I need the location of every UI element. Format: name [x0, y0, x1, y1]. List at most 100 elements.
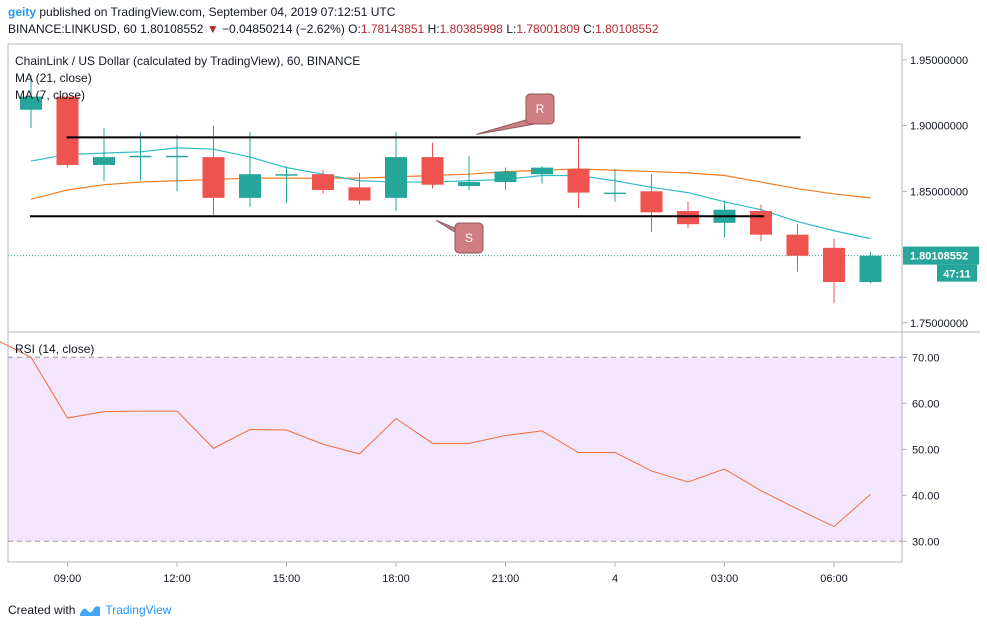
close-label: C:	[583, 22, 596, 36]
candle-body	[348, 187, 371, 201]
candle-body	[20, 96, 42, 110]
ma21-legend: MA (21, close)	[15, 71, 92, 85]
open-value: 1.78143851	[360, 22, 425, 36]
candle-body	[421, 157, 444, 185]
low-label: L:	[506, 22, 517, 36]
candle-body	[494, 171, 517, 183]
resistance-callout-label: R	[536, 102, 545, 116]
price-chart[interactable]: 1.950000001.900000001.850000001.80000000…	[0, 0, 987, 600]
candle-up	[531, 166, 553, 184]
time-tick-label: 4	[612, 573, 618, 585]
candle-body	[129, 155, 152, 158]
candle-up	[458, 155, 480, 190]
candle-body	[312, 174, 334, 190]
close-value: 1.80108552	[595, 22, 659, 36]
resistance-callout[interactable]	[525, 93, 555, 125]
time-tick-label: 18:00	[382, 573, 410, 585]
time-tick-label: 03:00	[711, 573, 739, 585]
time-tick-label: 21:00	[492, 573, 520, 585]
last-price-tag-label: 1.80108552	[910, 251, 968, 263]
ma21-line	[30, 168, 871, 200]
rsi-band	[8, 357, 902, 542]
rsi-tick-label: 40.00	[912, 490, 940, 502]
candle-body	[677, 211, 699, 225]
candle-down	[202, 125, 225, 215]
candle-down	[677, 201, 699, 229]
low-value: 1.78001809	[516, 22, 580, 36]
candle-down	[640, 174, 663, 233]
publish-info: geity published on TradingView.com, Sept…	[8, 5, 395, 19]
countdown-tag	[937, 264, 977, 282]
candle-up	[713, 200, 736, 238]
time-tick-label: 15:00	[273, 573, 301, 585]
candle-down	[567, 137, 590, 209]
time-tick-label: 12:00	[163, 573, 191, 585]
candle-up	[166, 134, 188, 192]
price-tick-label: 1.90000000	[910, 121, 968, 133]
candle-body	[859, 255, 882, 283]
candle-up	[239, 132, 261, 208]
candle-up	[20, 75, 42, 129]
candle-body	[166, 155, 188, 158]
candle-body	[750, 211, 772, 235]
candle-down	[348, 172, 371, 205]
candle-body	[239, 174, 261, 198]
countdown-tag-label: 47:11	[943, 269, 971, 281]
candle-down	[421, 142, 444, 189]
candle-up	[275, 166, 298, 204]
author-name[interactable]: geity	[8, 5, 37, 19]
candle-up	[385, 132, 407, 212]
candle-up	[129, 132, 152, 181]
candle-body	[56, 96, 79, 165]
last-price-tag	[903, 246, 979, 265]
rsi-legend: RSI (14, close)	[15, 342, 94, 356]
candle-body	[93, 157, 115, 165]
change-arrow-icon: ▼	[206, 22, 219, 36]
rsi-tick-label: 70.00	[912, 352, 940, 364]
time-tick-label: 06:00	[820, 573, 848, 585]
price-tick-label: 1.85000000	[910, 186, 968, 198]
candle-down	[56, 96, 79, 168]
candle-body	[567, 168, 590, 193]
rsi-line	[0, 341, 871, 528]
rsi-tick-label: 60.00	[912, 398, 940, 410]
footer: Created with TradingView	[8, 603, 171, 617]
chart-title-legend: ChainLink / US Dollar (calculated by Tra…	[15, 54, 360, 68]
symbol-info-bar: BINANCE:LINKUSD, 60 1.80108552 ▼ −0.0485…	[8, 22, 659, 36]
candle-body	[458, 182, 480, 187]
candle-body	[786, 234, 809, 256]
last-price: 1.80108552	[140, 22, 204, 36]
candle-up	[93, 128, 115, 181]
candle-body	[531, 167, 553, 175]
ma7-legend: MA (7, close)	[15, 88, 85, 102]
tradingview-brand[interactable]: TradingView	[105, 603, 172, 617]
candle-body	[385, 157, 407, 198]
high-value: 1.80385998	[439, 22, 503, 36]
candle-down	[312, 170, 334, 194]
ma7-line	[30, 147, 871, 240]
candle-up	[604, 168, 626, 202]
rsi-tick-label: 50.00	[912, 444, 940, 456]
candle-down	[750, 204, 772, 242]
open-label: O:	[348, 22, 361, 36]
high-label: H:	[427, 22, 440, 36]
price-tick-label: 1.95000000	[910, 55, 968, 67]
created-with-text: Created with	[8, 603, 76, 617]
candle-body	[640, 191, 663, 213]
candle-down	[823, 238, 845, 304]
support-callout[interactable]	[454, 222, 484, 254]
candle-body	[604, 192, 626, 195]
candle-body	[823, 247, 845, 283]
support-callout-label: S	[465, 231, 473, 245]
candle-up	[859, 251, 882, 284]
price-tick-label: 1.75000000	[910, 318, 968, 330]
rsi-tick-label: 30.00	[912, 536, 940, 548]
time-tick-label: 09:00	[54, 573, 82, 585]
symbol-label: BINANCE:LINKUSD, 60	[8, 22, 137, 36]
tradingview-logo-icon	[80, 606, 101, 616]
publish-text: published on TradingView.com, September …	[39, 5, 396, 19]
candle-body	[275, 174, 298, 176]
candle-body	[202, 157, 225, 198]
candle-down	[786, 224, 809, 272]
candle-up	[494, 167, 517, 190]
